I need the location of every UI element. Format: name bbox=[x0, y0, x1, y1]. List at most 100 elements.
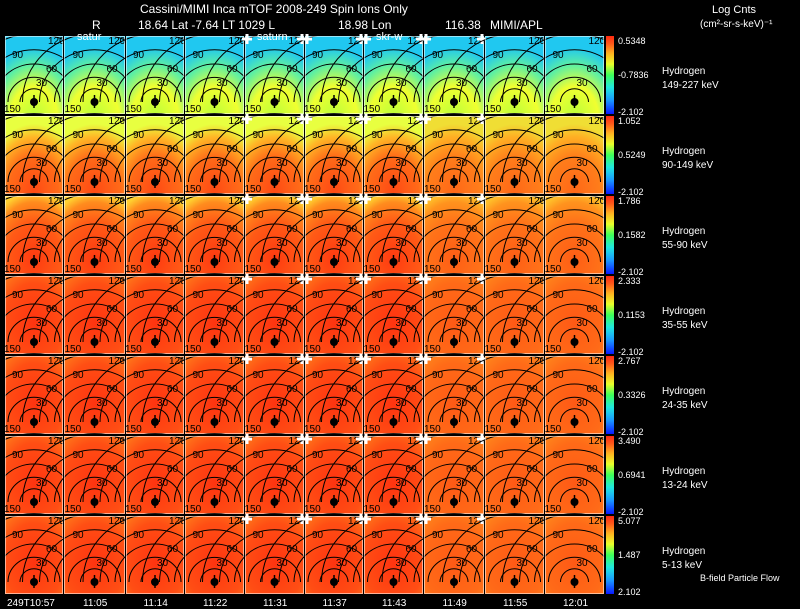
colorbar-min: 2.102 bbox=[618, 587, 641, 597]
contour-label: 30 bbox=[97, 238, 109, 249]
contour-label: 30 bbox=[396, 158, 408, 169]
contour-label: 60 bbox=[167, 224, 179, 235]
cross-marker bbox=[242, 354, 252, 364]
contour-label: 30 bbox=[456, 78, 468, 89]
contour-label: 90 bbox=[253, 450, 265, 461]
contour-label: 120 bbox=[169, 36, 186, 47]
contour-label: 60 bbox=[587, 64, 599, 75]
contour-line bbox=[80, 568, 109, 583]
time-tick-label: 11:14 bbox=[144, 598, 169, 609]
contour-line bbox=[439, 328, 469, 343]
contour-label: 90 bbox=[372, 530, 384, 541]
contour-line bbox=[68, 396, 121, 423]
contour-label: 90 bbox=[432, 290, 444, 301]
contour-label: 90 bbox=[193, 210, 205, 221]
contour-label: 60 bbox=[227, 224, 239, 235]
contour-line bbox=[19, 488, 49, 503]
contour-line bbox=[140, 488, 170, 503]
contour-label: 120 bbox=[589, 356, 606, 367]
contour-line bbox=[548, 76, 601, 103]
contour-label: 120 bbox=[408, 516, 425, 527]
colorbar bbox=[606, 196, 614, 274]
cross-marker bbox=[242, 274, 252, 284]
cross-marker bbox=[242, 194, 252, 204]
contour-line bbox=[427, 316, 481, 343]
contour-label: 120 bbox=[169, 116, 186, 127]
colorbar-mid: 0.1582 bbox=[618, 230, 646, 240]
contour-label: 150 bbox=[424, 24, 441, 35]
contour-label: 120 bbox=[169, 276, 186, 287]
cross-marker bbox=[361, 194, 371, 204]
colorbar-mid: 1.487 bbox=[618, 550, 641, 560]
contour-label: 90 bbox=[253, 290, 265, 301]
contour-line bbox=[519, 449, 630, 503]
panel-label: skr-w bbox=[376, 31, 402, 43]
cross-marker bbox=[302, 114, 312, 124]
contour-label: 120 bbox=[408, 276, 425, 287]
contour-label: 90 bbox=[12, 370, 24, 381]
contour-label: 30 bbox=[36, 398, 48, 409]
colorbar-title: Log Cnts bbox=[712, 4, 757, 16]
contour-label: 120 bbox=[169, 356, 186, 367]
contour-label: 60 bbox=[227, 64, 239, 75]
contour-line bbox=[502, 353, 647, 423]
contour-label: 150 bbox=[4, 344, 21, 355]
contour-line bbox=[560, 248, 589, 263]
time-tick-label: 11:31 bbox=[263, 598, 288, 609]
contour-label: 30 bbox=[36, 78, 48, 89]
contour-label: 150 bbox=[364, 24, 381, 35]
contour-line bbox=[519, 209, 630, 263]
contour-label: 150 bbox=[245, 104, 262, 115]
colorbar bbox=[606, 356, 614, 434]
contour-label: 90 bbox=[553, 530, 565, 541]
cross-marker bbox=[242, 514, 252, 524]
contour-label: 90 bbox=[312, 130, 324, 141]
contour-line bbox=[248, 76, 301, 103]
colorbar bbox=[606, 516, 614, 594]
contour-label: 150 bbox=[185, 264, 202, 275]
contour-line bbox=[560, 488, 589, 503]
contour-line bbox=[519, 369, 630, 423]
contour-label: 120 bbox=[289, 356, 306, 367]
colorbar-max: 1.052 bbox=[618, 116, 641, 126]
contour-label: 150 bbox=[485, 424, 502, 435]
contour-line bbox=[548, 396, 601, 423]
contour-line bbox=[548, 556, 601, 583]
contour-label: 120 bbox=[529, 436, 546, 447]
cross-marker bbox=[361, 434, 371, 444]
contour-label: 60 bbox=[527, 224, 539, 235]
colorbar-mid: 0.1153 bbox=[618, 310, 645, 320]
cross-marker bbox=[302, 514, 312, 524]
contour-line bbox=[200, 408, 229, 423]
contour-label: 30 bbox=[517, 398, 529, 409]
contour-label: 150 bbox=[545, 424, 562, 435]
contour-label: 150 bbox=[185, 24, 202, 35]
panel-frame bbox=[185, 516, 244, 594]
contour-line bbox=[560, 408, 589, 423]
contour-line bbox=[427, 156, 481, 183]
contour-label: 90 bbox=[372, 290, 384, 301]
contour-line bbox=[439, 488, 469, 503]
contour-label: 150 bbox=[185, 504, 202, 515]
contour-line bbox=[379, 488, 408, 503]
colorbar bbox=[606, 276, 614, 354]
contour-label: 60 bbox=[167, 544, 179, 555]
contour-label: 60 bbox=[287, 64, 299, 75]
contour-label: 120 bbox=[109, 36, 126, 47]
contour-label: 120 bbox=[348, 436, 365, 447]
contour-line bbox=[367, 396, 420, 423]
contour-label: 120 bbox=[529, 356, 546, 367]
contour-label: 60 bbox=[167, 64, 179, 75]
contour-label: 90 bbox=[493, 370, 505, 381]
colorbar bbox=[606, 116, 614, 194]
contour-label: 120 bbox=[529, 276, 546, 287]
contour-line bbox=[488, 316, 541, 343]
contour-label: 120 bbox=[468, 516, 485, 527]
colorbar-mid: -0.7836 bbox=[618, 70, 649, 80]
contour-label: 150 bbox=[424, 344, 441, 355]
contour-line bbox=[248, 476, 301, 503]
